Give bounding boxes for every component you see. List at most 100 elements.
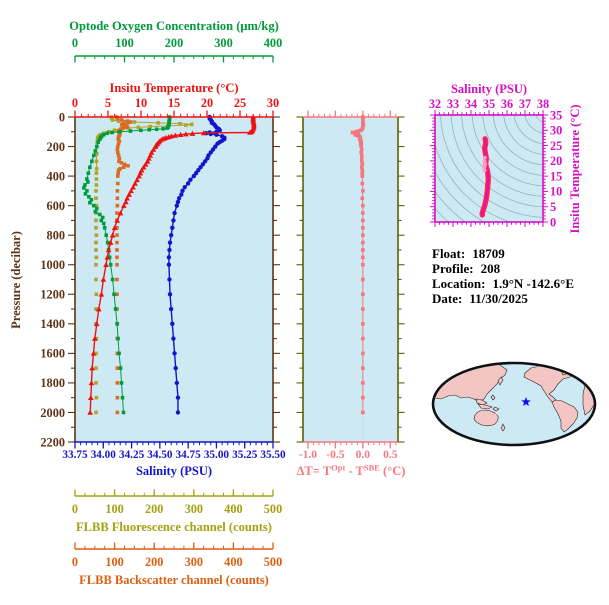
svg-text:35: 35 [483,97,495,111]
svg-text:30: 30 [267,96,279,110]
svg-text:1400: 1400 [40,317,65,331]
svg-text:35.00: 35.00 [204,449,230,461]
svg-text:5: 5 [105,96,111,110]
svg-text:33.75: 33.75 [62,449,88,461]
svg-text:0: 0 [59,110,65,124]
svg-text:2200: 2200 [40,435,65,449]
svg-text:34.50: 34.50 [147,449,173,461]
svg-text:200: 200 [47,140,65,154]
delta-t-axis-bottom: -1.0 -0.5 0.0 0.5 [299,441,398,461]
svg-text:0: 0 [72,36,78,50]
svg-text:25: 25 [550,139,562,153]
delta-t-pressure-spine-right [397,116,405,443]
backscatter-axis: 0 100 200 300 400 500 [72,542,282,569]
temperature-axis: 0 5 10 15 20 25 30 [72,96,279,118]
svg-text:-0.5: -0.5 [326,449,344,461]
pressure-axis-title: Pressure (decibar) [9,231,23,329]
svg-text:33: 33 [447,97,459,111]
svg-text:34.75: 34.75 [176,449,202,461]
svg-text:500: 500 [264,502,282,516]
oxygen-axis: 0 100 200 300 400 [72,36,282,63]
svg-text:200: 200 [145,555,163,569]
svg-text:35.50: 35.50 [260,449,286,461]
salinity-profile-series [166,114,227,415]
svg-text:0: 0 [550,215,556,229]
oxygen-profile-series [82,115,172,415]
pressure-axis-right [272,116,280,443]
svg-text:-1.0: -1.0 [299,449,317,461]
svg-text:32: 32 [429,97,441,111]
svg-text:34.25: 34.25 [119,449,145,461]
ts-salinity-axis-title: Salinity (PSU) [451,82,527,96]
svg-text:35.25: 35.25 [232,449,258,461]
pressure-axis-left: 0 200 400 600 800 1000 1200 1400 1600 1800 2000 220… [40,110,76,449]
delta-t-axis-top [303,110,398,118]
svg-text:38: 38 [537,97,549,111]
svg-text:30: 30 [550,124,562,138]
svg-text:500: 500 [264,555,282,569]
float-id-line: Float: 18709 [432,246,505,261]
svg-text:600: 600 [47,199,65,213]
svg-text:25: 25 [234,96,246,110]
svg-text:20: 20 [201,96,213,110]
delta-t-panel: -1.0 -0.5 0.0 0.5 [296,110,405,461]
delta-t-series [350,115,366,415]
svg-text:10: 10 [550,185,562,199]
svg-text:100: 100 [105,502,123,516]
salinity-axis-title: Salinity (PSU) [136,464,212,478]
ts-profile-series [479,136,491,218]
profile-number-line: Profile: 208 [432,261,501,276]
temperature-axis-title: Insitu Temperature (°C) [109,81,238,95]
svg-text:100: 100 [115,36,133,50]
float-location-star-icon [521,397,531,407]
svg-text:20: 20 [550,154,562,168]
salinity-axis: 33.75 34.00 34.25 34.50 34.75 35.00 35.25 35.50 [62,441,286,461]
svg-text:200: 200 [145,502,163,516]
fluorescence-axis-title: FLBB Fluorescence channel (counts) [76,520,272,534]
svg-text:100: 100 [105,555,123,569]
main-profile-panel: 0200400600800100012001400160018002000220… [40,36,286,569]
svg-text:400: 400 [224,555,242,569]
svg-text:15: 15 [168,96,180,110]
svg-text:200: 200 [165,36,183,50]
float-info: Float: 18709 Profile: 208 Location: 1.9°N -… [432,246,574,306]
svg-text:1200: 1200 [40,288,65,302]
svg-text:35: 35 [550,108,562,122]
svg-text:34.00: 34.00 [91,449,117,461]
backscatter-axis-title: FLBB Backscatter channel (counts) [79,573,269,587]
temperature-profile-series [87,114,257,415]
oxygen-axis-title: Optode Oxygen Concentration (μm/kg) [69,19,279,33]
location-line: Location: 1.9°N -142.6°E [432,276,574,291]
svg-text:800: 800 [47,228,65,242]
svg-text:2000: 2000 [40,406,65,420]
svg-text:0.5: 0.5 [383,449,398,461]
world-map [431,361,597,447]
svg-text:0: 0 [72,555,78,569]
svg-text:300: 300 [214,36,232,50]
svg-text:1800: 1800 [40,376,65,390]
ts-outlier-points [482,155,488,173]
svg-text:400: 400 [224,502,242,516]
delta-t-axis-title: ΔT= TOpt - TSBE (°C) [297,463,406,479]
svg-text:400: 400 [47,169,65,183]
svg-text:400: 400 [264,36,282,50]
svg-text:10: 10 [135,96,147,110]
svg-text:0.0: 0.0 [356,449,371,461]
delta-t-pressure-spine-left [296,116,304,443]
date-line: Date: 11/30/2025 [432,291,528,306]
svg-text:0: 0 [72,96,78,110]
svg-text:15: 15 [550,169,562,183]
svg-text:300: 300 [185,502,203,516]
ts-temperature-axis-title: Insitu Temperature (°C) [568,104,582,233]
svg-text:1600: 1600 [40,347,65,361]
fluorescence-axis: 0 100 200 300 400 500 [72,489,282,516]
svg-text:0: 0 [72,502,78,516]
svg-text:1000: 1000 [40,258,65,272]
svg-text:5: 5 [550,200,556,214]
svg-text:36: 36 [501,97,513,111]
svg-text:34: 34 [465,97,477,111]
svg-text:37: 37 [519,97,531,111]
